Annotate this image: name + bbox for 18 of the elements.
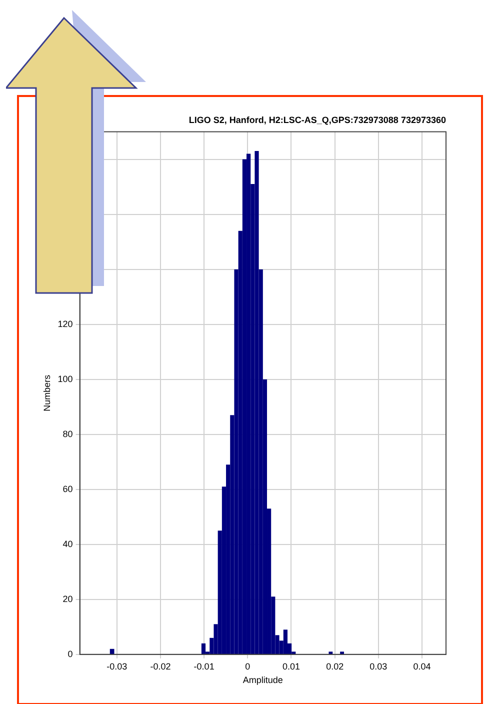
y-tick-label: 60 <box>62 484 73 494</box>
y-tick-label: 20 <box>62 594 73 604</box>
y-tick-label: 80 <box>62 428 73 439</box>
chart-title: LIGO S2, Hanford, H2:LSC-AS_Q,GPS:732973088 732973360 <box>188 114 446 125</box>
y-tick-label: 120 <box>58 318 73 329</box>
y-axis-title: Numbers <box>42 374 52 412</box>
x-tick-label: -0.03 <box>106 661 128 672</box>
x-axis-title: Amplitude <box>242 675 283 686</box>
x-tick-label: 0.03 <box>370 661 388 672</box>
x-tick-label: 0.02 <box>326 661 344 672</box>
x-tick-label: 0.04 <box>413 661 431 672</box>
x-tick-label: -0.01 <box>194 661 214 672</box>
y-tick-label: 0 <box>68 648 73 659</box>
y-tick-label: 40 <box>62 538 73 549</box>
x-tick-label: -0.02 <box>150 661 171 672</box>
y-tick-label: 100 <box>58 374 73 384</box>
x-tick-label: 0.01 <box>282 661 300 672</box>
x-tick-label: 0 <box>245 661 250 672</box>
